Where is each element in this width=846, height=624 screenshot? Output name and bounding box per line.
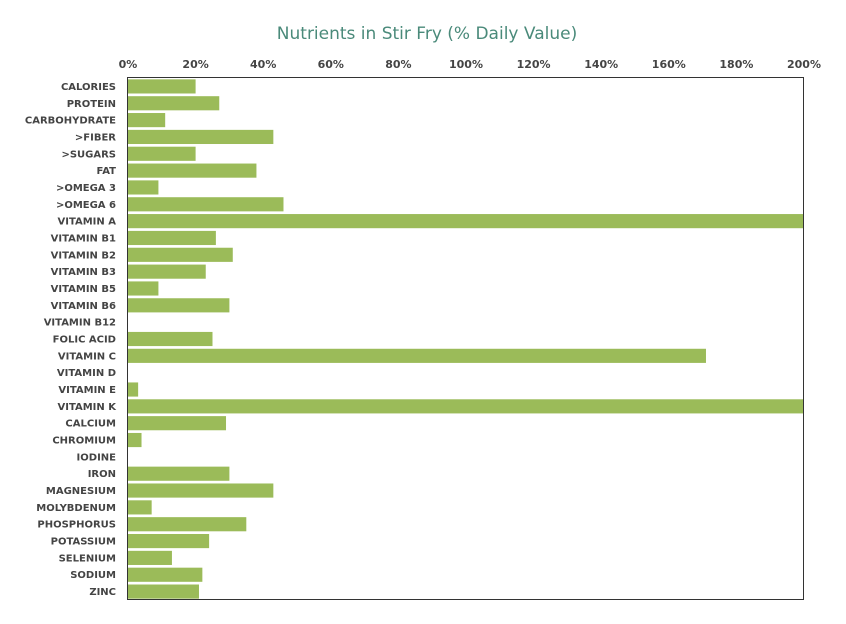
bars: [128, 79, 804, 599]
chart-title: Nutrients in Stir Fry (% Daily Value): [277, 24, 577, 44]
bar: [128, 399, 804, 414]
y-tick-label: POTASSIUM: [51, 537, 116, 548]
bar: [128, 230, 216, 246]
x-tick-label: 0%: [119, 58, 138, 71]
bar: [128, 129, 274, 145]
y-tick-label: CHROMIUM: [52, 436, 116, 447]
bar: [128, 584, 199, 599]
y-tick-label: PHOSPHORUS: [37, 520, 116, 531]
y-tick-label: VITAMIN B2: [51, 250, 116, 261]
bar: [128, 79, 196, 94]
bar: [128, 96, 220, 111]
y-tick-label: VITAMIN A: [57, 217, 116, 228]
bar: [128, 197, 284, 212]
bar: [128, 517, 247, 532]
y-tick-label: >SUGARS: [61, 149, 116, 160]
bar: [128, 483, 274, 498]
x-tick-label: 140%: [584, 58, 618, 71]
y-tick-label: >OMEGA 6: [56, 200, 116, 211]
x-tick-label: 60%: [318, 58, 344, 71]
bar: [128, 163, 257, 178]
y-tick-label: MAGNESIUM: [46, 486, 116, 497]
y-tick-label: VITAMIN B6: [51, 301, 116, 312]
bar: [128, 348, 706, 363]
y-tick-label: CALORIES: [61, 82, 116, 93]
y-axis-labels: CALORIES PROTEIN CARBOHYDRATE >FIBER >SUGARS…: [25, 82, 117, 598]
bar: [128, 247, 233, 262]
x-axis-ticks: 0% 20% 40% 60% 80% 100% 120% 140% 160% 180% 200%: [119, 58, 821, 71]
y-tick-label: IRON: [88, 469, 116, 480]
x-tick-label: 180%: [719, 58, 753, 71]
y-tick-label: SELENIUM: [59, 553, 116, 564]
y-tick-label: VITAMIN E: [58, 385, 116, 396]
bar: [128, 180, 159, 195]
x-tick-label: 80%: [385, 58, 411, 71]
x-tick-label: 20%: [182, 58, 208, 71]
y-tick-label: CARBOHYDRATE: [25, 116, 116, 127]
y-tick-label: VITAMIN C: [58, 351, 116, 362]
bar: [128, 382, 139, 397]
x-tick-label: 100%: [449, 58, 483, 71]
x-tick-label: 120%: [517, 58, 551, 71]
bar: [128, 331, 213, 347]
bar: [128, 214, 804, 229]
bar: [128, 432, 142, 448]
y-tick-label: VITAMIN B12: [44, 318, 116, 329]
bar: [128, 298, 230, 313]
y-tick-label: IODINE: [77, 452, 117, 463]
plot-frame: [127, 77, 804, 600]
bar: [128, 113, 166, 128]
y-tick-label: MOLYBDENUM: [36, 503, 116, 514]
y-tick-label: FOLIC ACID: [53, 335, 116, 346]
bar: [128, 466, 230, 481]
y-tick-label: ZINC: [89, 587, 116, 598]
y-tick-label: VITAMIN K: [57, 402, 117, 413]
bar: [128, 416, 227, 431]
y-tick-label: VITAMIN B5: [51, 284, 116, 295]
bar: [128, 146, 196, 161]
bar: [128, 567, 203, 582]
bar: [128, 281, 159, 296]
bar: [128, 264, 206, 279]
x-tick-label: 200%: [787, 58, 821, 71]
y-tick-label: VITAMIN B3: [51, 267, 116, 278]
y-tick-label: SODIUM: [70, 570, 116, 581]
y-tick-label: >OMEGA 3: [56, 183, 116, 194]
y-tick-label: >FIBER: [75, 132, 116, 143]
y-tick-label: CALCIUM: [65, 419, 116, 430]
y-tick-label: PROTEIN: [67, 99, 116, 110]
x-tick-label: 160%: [652, 58, 686, 71]
y-tick-label: VITAMIN B1: [51, 233, 116, 244]
y-tick-label: VITAMIN D: [57, 368, 116, 379]
bar: [128, 533, 210, 549]
bar: [128, 500, 152, 515]
y-tick-label: FAT: [97, 166, 117, 177]
bar: [128, 550, 172, 565]
x-tick-label: 40%: [250, 58, 276, 71]
